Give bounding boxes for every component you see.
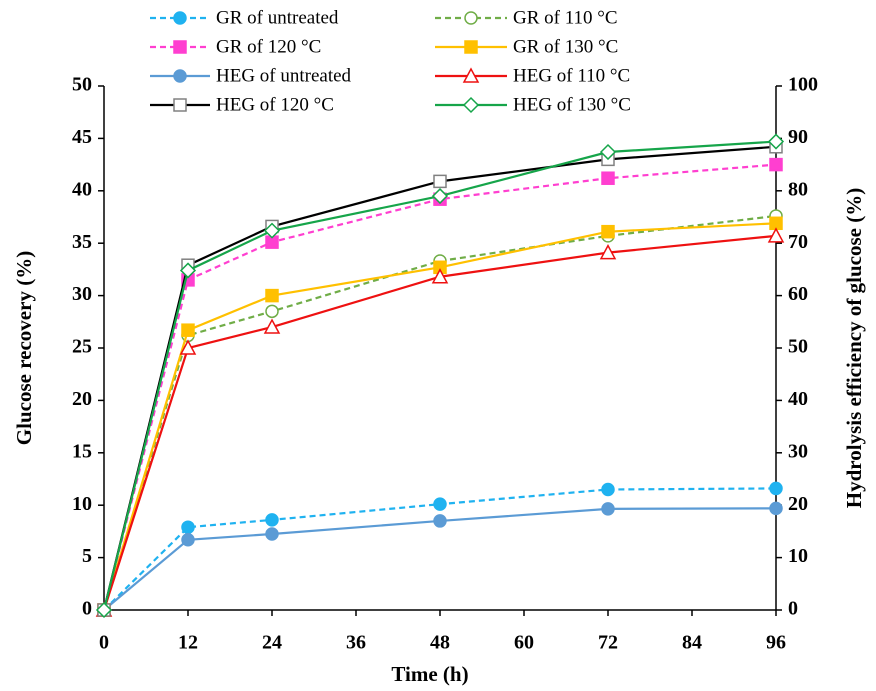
marker bbox=[433, 497, 447, 511]
marker bbox=[95, 601, 113, 619]
y2-tick-label: 100 bbox=[788, 74, 818, 96]
y-tick-label: 10 bbox=[72, 493, 92, 515]
series-line bbox=[102, 214, 777, 611]
y2-tick-label: 90 bbox=[788, 126, 808, 148]
x-tick-label: 36 bbox=[346, 632, 366, 654]
y2-tick-label: 60 bbox=[788, 283, 808, 305]
marker bbox=[265, 288, 279, 303]
series-line bbox=[102, 222, 777, 611]
marker bbox=[601, 171, 615, 185]
x-tick-label: 48 bbox=[430, 632, 450, 654]
marker bbox=[769, 501, 783, 516]
y2-tick-label: 50 bbox=[788, 336, 808, 358]
marker bbox=[601, 482, 615, 497]
legend-label: GR of 130 °C bbox=[513, 36, 618, 57]
legend-label: GR of 120 °C bbox=[216, 36, 321, 57]
y-axis-label: Glucose recovery (%) bbox=[12, 251, 36, 445]
y-tick-label: 15 bbox=[72, 440, 92, 462]
marker bbox=[433, 514, 447, 528]
marker bbox=[769, 481, 783, 496]
x-tick-label: 12 bbox=[178, 632, 198, 654]
marker bbox=[265, 304, 279, 319]
series-line bbox=[103, 507, 777, 611]
x-axis-label: Time (h) bbox=[391, 662, 468, 686]
marker bbox=[263, 318, 281, 334]
x-tick-label: 96 bbox=[766, 632, 786, 654]
series-line bbox=[102, 234, 777, 611]
marker bbox=[181, 533, 195, 547]
marker bbox=[265, 513, 279, 527]
series-line bbox=[102, 140, 777, 611]
y-tick-label: 50 bbox=[72, 74, 92, 96]
marker bbox=[769, 157, 783, 172]
y2-tick-label: 40 bbox=[788, 388, 808, 410]
marker bbox=[464, 11, 478, 25]
marker bbox=[433, 174, 447, 189]
marker bbox=[263, 222, 281, 239]
y-tick-label: 45 bbox=[72, 126, 92, 148]
y-tick-label: 20 bbox=[72, 388, 92, 410]
y2-tick-label: 70 bbox=[788, 231, 808, 253]
marker bbox=[462, 96, 480, 114]
marker bbox=[599, 143, 617, 161]
marker bbox=[181, 323, 195, 337]
marker bbox=[179, 339, 197, 355]
y2-tick-label: 20 bbox=[788, 493, 808, 515]
marker bbox=[462, 67, 480, 83]
y-tick-label: 0 bbox=[82, 598, 92, 620]
marker bbox=[431, 268, 449, 284]
marker bbox=[601, 224, 615, 239]
marker bbox=[181, 520, 195, 534]
marker bbox=[265, 527, 279, 541]
x-tick-label: 60 bbox=[514, 632, 534, 654]
marker bbox=[601, 502, 615, 516]
marker bbox=[431, 187, 449, 205]
series-line bbox=[102, 145, 777, 611]
marker bbox=[767, 227, 785, 243]
y-tick-label: 30 bbox=[72, 283, 92, 305]
x-tick-label: 0 bbox=[99, 632, 109, 654]
y-tick-label: 5 bbox=[82, 545, 92, 567]
series-line bbox=[102, 163, 777, 611]
marker bbox=[173, 40, 187, 54]
x-tick-label: 24 bbox=[262, 632, 282, 654]
legend-label: HEG of untreated bbox=[216, 65, 352, 86]
marker bbox=[464, 40, 478, 54]
legend-label: GR of 110 °C bbox=[513, 7, 618, 28]
legend-label: HEG of 120 °C bbox=[216, 94, 334, 115]
legend-label: HEG of 130 °C bbox=[513, 94, 631, 115]
y-tick-label: 25 bbox=[72, 336, 92, 358]
y2-tick-label: 80 bbox=[788, 178, 808, 200]
y2-axis-label: Hydrolysis efficiency of glucose (%) bbox=[842, 188, 866, 508]
y2-tick-label: 30 bbox=[788, 440, 808, 462]
marker bbox=[599, 244, 617, 260]
y-tick-label: 40 bbox=[72, 178, 92, 200]
marker bbox=[179, 262, 197, 279]
y2-tick-label: 0 bbox=[788, 598, 798, 620]
marker bbox=[767, 133, 785, 150]
marker bbox=[173, 98, 187, 112]
y-tick-label: 35 bbox=[72, 231, 92, 253]
legend-label: HEG of 110 °C bbox=[513, 65, 630, 86]
y2-tick-label: 10 bbox=[788, 545, 808, 567]
x-tick-label: 84 bbox=[682, 632, 702, 654]
marker bbox=[173, 11, 187, 25]
legend-label: GR of untreated bbox=[216, 7, 339, 28]
x-tick-label: 72 bbox=[598, 632, 618, 654]
marker bbox=[173, 69, 187, 83]
